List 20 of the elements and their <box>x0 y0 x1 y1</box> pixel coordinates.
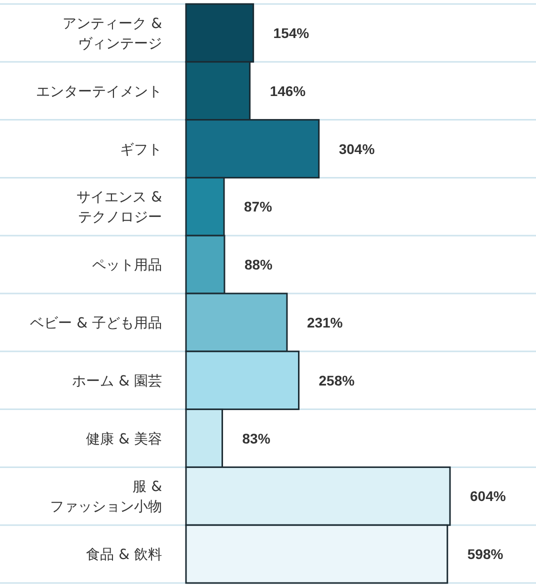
y-tick-label: ギフト <box>120 142 162 158</box>
y-tick-label: 食品 & 飲料 <box>86 547 162 564</box>
data-label: 604% <box>470 488 506 504</box>
y-tick-label: サイエンス & テクノロジー <box>76 190 162 226</box>
y-tick-label: 健康 & 美容 <box>86 431 162 448</box>
data-label: 83% <box>242 430 271 446</box>
y-tick-label: ホーム & 園芸 <box>72 373 162 390</box>
y-tick-label: エンターテイメント <box>36 84 162 100</box>
data-label: 88% <box>244 256 274 273</box>
y-tick-label: ベビー & 子ども用品 <box>30 315 162 332</box>
data-label: 258% <box>318 372 356 388</box>
y-tick-label: アンティーク & ヴィンテージ <box>62 16 162 52</box>
data-label: 154% <box>273 24 310 41</box>
data-label: 598% <box>467 546 504 562</box>
y-tick-label: 服 & ファッション小物 <box>50 479 162 516</box>
data-label: 231% <box>306 314 344 330</box>
y-tick-label: ペット用品 <box>92 258 162 274</box>
data-label: 87% <box>244 198 273 215</box>
data-label: 304% <box>338 140 376 157</box>
data-label: 146% <box>270 82 306 99</box>
